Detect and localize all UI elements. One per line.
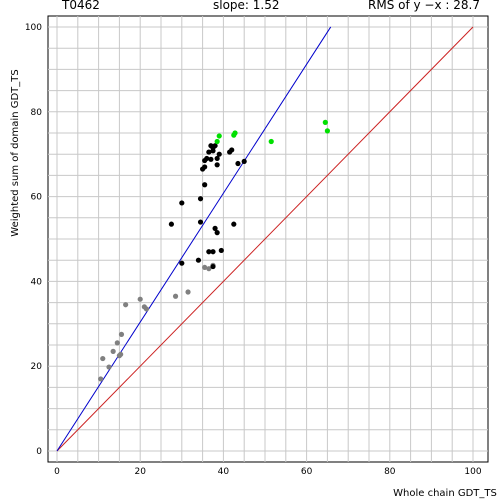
data-point-black: [218, 247, 224, 254]
data-point-gray: [172, 293, 179, 299]
data-point-gray: [143, 306, 150, 312]
data-point-gray: [98, 376, 104, 382]
data-point-black: [202, 182, 208, 188]
data-point-black: [241, 158, 247, 165]
y-axis-label: Weighted sum of domain GDT_TS: [10, 69, 21, 236]
data-point-black: [202, 164, 208, 170]
data-point-gray: [206, 266, 212, 272]
chart-target-id: T0462: [61, 0, 100, 12]
data-point-black: [206, 149, 212, 155]
data-point-black: [179, 260, 185, 266]
data-point-black: [212, 143, 218, 149]
data-point-gray: [114, 340, 120, 346]
chart-grid: [48, 16, 488, 462]
data-point-green: [268, 138, 274, 145]
data-point-black: [210, 249, 216, 255]
data-point-gray: [185, 289, 191, 295]
data-point-black: [210, 148, 216, 154]
x-axis-label: Whole chain GDT_TS: [393, 488, 497, 499]
y-tick-label: 80: [31, 108, 43, 118]
chart-slope-label: slope: 1.52: [213, 0, 280, 12]
data-point-black: [179, 200, 185, 206]
data-point-gray: [123, 302, 129, 308]
chart-rms-label: RMS of y −x : 28.7: [368, 0, 480, 12]
data-point-black: [235, 160, 241, 167]
data-point-black: [229, 147, 235, 153]
y-tick-label: 0: [36, 447, 42, 457]
data-point-black: [231, 221, 237, 227]
data-point-black: [168, 221, 174, 227]
data-point-green: [214, 138, 220, 145]
data-point-black: [214, 230, 220, 236]
data-point-green: [322, 119, 328, 125]
data-point-gray: [118, 331, 125, 337]
data-point-black: [206, 249, 212, 255]
x-tick-label: 60: [301, 467, 313, 477]
data-point-black: [212, 225, 218, 231]
data-point-gray: [100, 355, 106, 362]
x-tick-label: 80: [384, 467, 396, 477]
data-point-green: [216, 133, 222, 139]
chart-points: [98, 119, 330, 382]
data-point-black: [210, 263, 216, 270]
y-tick-label: 20: [31, 362, 43, 372]
x-tick-label: 0: [54, 467, 60, 477]
data-point-black: [216, 151, 222, 157]
data-point-gray: [106, 364, 112, 370]
data-point-green: [324, 128, 330, 134]
data-point-black: [214, 162, 220, 168]
data-point-gray: [110, 348, 116, 354]
data-point-black: [197, 219, 204, 225]
diagonal-line: [56, 26, 474, 452]
chart-tick-labels: 0 20 40 60 80 100 0 20 40 60 80 100: [25, 23, 482, 477]
data-point-black: [204, 155, 210, 162]
data-point-gray: [137, 296, 143, 302]
data-point-black: [197, 196, 204, 202]
x-tick-label: 40: [218, 467, 230, 477]
y-tick-label: 100: [25, 23, 42, 33]
y-tick-label: 60: [31, 193, 43, 203]
x-tick-label: 100: [464, 467, 481, 477]
data-point-black: [195, 257, 202, 263]
data-point-black: [208, 156, 214, 162]
data-point-black: [214, 155, 220, 162]
x-tick-label: 20: [134, 467, 146, 477]
data-point-gray: [202, 264, 208, 271]
data-point-green: [232, 130, 238, 136]
data-point-gray: [118, 351, 124, 357]
y-tick-label: 40: [31, 277, 43, 287]
